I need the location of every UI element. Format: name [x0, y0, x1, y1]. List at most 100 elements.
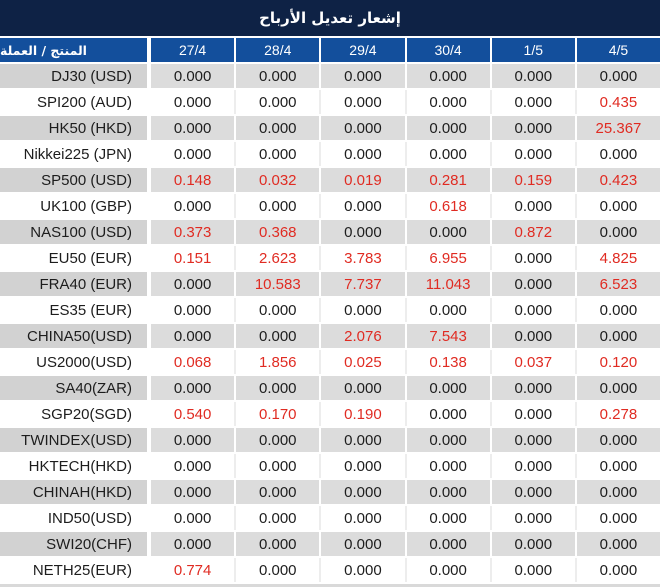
- value-cell: 0.000: [404, 480, 490, 504]
- value-cell: 0.000: [489, 324, 575, 348]
- value-cell: 0.000: [489, 90, 575, 114]
- table-row: TWINDEX(USD) 0.000 0.000 0.000 0.000 0.000 0.0…: [0, 428, 660, 452]
- value-cell: 0.000: [489, 298, 575, 322]
- value-cell: 0.000: [147, 324, 235, 348]
- table-row: CHINA50(USD) 0.000 0.000 2.076 7.543 0.000 0.0…: [0, 324, 660, 348]
- value-cell: 0.151: [147, 246, 235, 270]
- table-row: ES35 (EUR) 0.000 0.000 0.000 0.000 0.000 0.000: [0, 298, 660, 322]
- product-cell: FRA40 (EUR): [0, 272, 147, 296]
- table-row: CHINAH(HKD) 0.000 0.000 0.000 0.000 0.000 0.00…: [0, 480, 660, 504]
- value-cell: 0.000: [574, 480, 660, 504]
- value-cell: 25.367: [574, 116, 660, 140]
- value-cell: 0.000: [234, 142, 320, 166]
- value-cell: 3.783: [319, 246, 405, 270]
- value-cell: 0.000: [319, 376, 405, 400]
- value-cell: 0.000: [574, 324, 660, 348]
- value-cell: 0.000: [404, 298, 490, 322]
- date-header: 1/5: [489, 38, 575, 62]
- value-cell: 0.000: [574, 64, 660, 88]
- value-cell: 0.000: [489, 116, 575, 140]
- product-cell: HKTECH(HKD): [0, 454, 147, 478]
- product-cell: SP500 (USD): [0, 168, 147, 192]
- table-row: SA40(ZAR) 0.000 0.000 0.000 0.000 0.000 0.000: [0, 376, 660, 400]
- value-cell: 0.000: [489, 272, 575, 296]
- table-row: SP500 (USD) 0.148 0.032 0.019 0.281 0.159 0.42…: [0, 168, 660, 192]
- bottom-strip: [0, 584, 660, 587]
- value-cell: 0.000: [319, 558, 405, 582]
- value-cell: 0.000: [489, 142, 575, 166]
- product-cell: SWI20(CHF): [0, 532, 147, 556]
- table-row: EU50 (EUR) 0.151 2.623 3.783 6.955 0.000 4.825: [0, 246, 660, 270]
- product-cell: DJ30 (USD): [0, 64, 147, 88]
- value-cell: 0.000: [234, 116, 320, 140]
- value-cell: 0.000: [147, 272, 235, 296]
- value-cell: 0.000: [147, 298, 235, 322]
- value-cell: 0.000: [147, 90, 235, 114]
- product-cell: US2000(USD): [0, 350, 147, 374]
- value-cell: 0.000: [319, 428, 405, 452]
- header-row: المنتج / العملة 27/4 28/4 29/4 30/4 1/5 4/5: [0, 38, 660, 62]
- value-cell: 0.000: [234, 298, 320, 322]
- value-cell: 0.000: [234, 64, 320, 88]
- value-cell: 0.000: [574, 454, 660, 478]
- value-cell: 1.856: [234, 350, 320, 374]
- value-cell: 0.000: [319, 64, 405, 88]
- value-cell: 0.000: [147, 428, 235, 452]
- product-cell: CHINA50(USD): [0, 324, 147, 348]
- value-cell: 0.000: [147, 480, 235, 504]
- value-cell: 0.000: [319, 90, 405, 114]
- date-header: 30/4: [404, 38, 490, 62]
- value-cell: 0.000: [147, 116, 235, 140]
- value-cell: 0.000: [147, 142, 235, 166]
- value-cell: 0.000: [489, 454, 575, 478]
- date-header: 27/4: [147, 38, 235, 62]
- value-cell: 0.170: [234, 402, 320, 426]
- value-cell: 0.000: [404, 64, 490, 88]
- table-row: UK100 (GBP) 0.000 0.000 0.000 0.618 0.000 0.00…: [0, 194, 660, 218]
- value-cell: 0.423: [574, 168, 660, 192]
- value-cell: 0.000: [404, 402, 490, 426]
- value-cell: 0.019: [319, 168, 405, 192]
- value-cell: 0.000: [404, 116, 490, 140]
- value-cell: 0.281: [404, 168, 490, 192]
- product-cell: ES35 (EUR): [0, 298, 147, 322]
- value-cell: 0.000: [147, 532, 235, 556]
- value-cell: 0.138: [404, 350, 490, 374]
- value-cell: 0.000: [234, 376, 320, 400]
- value-cell: 0.000: [147, 194, 235, 218]
- value-cell: 0.000: [489, 194, 575, 218]
- value-cell: 0.190: [319, 402, 405, 426]
- value-cell: 0.278: [574, 402, 660, 426]
- value-cell: 0.000: [234, 194, 320, 218]
- value-cell: 0.000: [147, 506, 235, 530]
- value-cell: 0.000: [234, 428, 320, 452]
- value-cell: 0.000: [319, 532, 405, 556]
- product-header-cell: المنتج / العملة: [0, 38, 147, 62]
- value-cell: 0.872: [489, 220, 575, 244]
- value-cell: 0.000: [574, 428, 660, 452]
- value-cell: 0.000: [489, 506, 575, 530]
- table-row: Nikkei225 (JPN) 0.000 0.000 0.000 0.000 0.000…: [0, 142, 660, 166]
- value-cell: 0.037: [489, 350, 575, 374]
- table-row: DJ30 (USD) 0.000 0.000 0.000 0.000 0.000 0.000: [0, 64, 660, 88]
- value-cell: 6.523: [574, 272, 660, 296]
- value-cell: 0.000: [234, 454, 320, 478]
- table-body: DJ30 (USD) 0.000 0.000 0.000 0.000 0.000 0.000…: [0, 64, 660, 582]
- value-cell: 0.000: [404, 220, 490, 244]
- product-cell: HK50 (HKD): [0, 116, 147, 140]
- value-cell: 0.000: [319, 506, 405, 530]
- value-cell: 0.373: [147, 220, 235, 244]
- value-cell: 0.000: [404, 558, 490, 582]
- value-cell: 2.623: [234, 246, 320, 270]
- value-cell: 0.435: [574, 90, 660, 114]
- table-row: SPI200 (AUD) 0.000 0.000 0.000 0.000 0.000 0.4…: [0, 90, 660, 114]
- value-cell: 0.000: [234, 532, 320, 556]
- value-cell: 0.000: [234, 324, 320, 348]
- product-cell: EU50 (EUR): [0, 246, 147, 270]
- value-cell: 0.000: [234, 480, 320, 504]
- product-cell: TWINDEX(USD): [0, 428, 147, 452]
- value-cell: 0.000: [319, 454, 405, 478]
- table-row: NETH25(EUR) 0.774 0.000 0.000 0.000 0.000 0.00…: [0, 558, 660, 582]
- value-cell: 0.000: [489, 246, 575, 270]
